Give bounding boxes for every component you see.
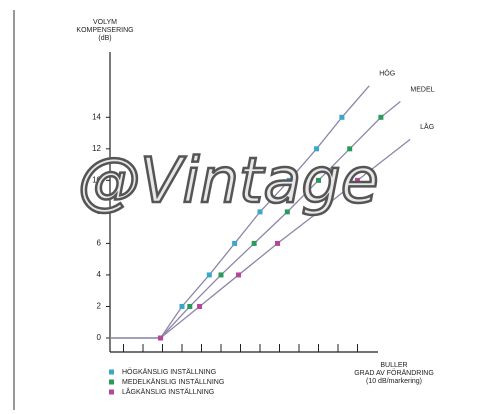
y-axis-label: KOMPENSERING: [76, 27, 133, 34]
y-tick-label: 6: [97, 239, 102, 248]
point: [218, 272, 224, 278]
legend-label: LÅGKÄNSLIG INSTÄLLNING: [122, 387, 214, 396]
x-axis-label: BULLER: [380, 362, 407, 369]
point: [236, 272, 242, 278]
y-tick-label: 0: [97, 333, 102, 342]
point: [206, 272, 212, 278]
y-tick-label: 8: [97, 207, 102, 216]
x-axis-label: (10 dB/markering): [366, 378, 422, 385]
y-tick-label: 4: [97, 270, 102, 279]
y-axis-label: VOLYM: [93, 19, 117, 26]
series-label: LÅG: [420, 122, 434, 131]
point: [355, 177, 360, 183]
series-label: MEDEL: [410, 86, 434, 93]
series-line: [109, 138, 411, 339]
point: [158, 335, 164, 341]
point: [251, 240, 257, 246]
y-axis-label: (dB): [98, 35, 111, 42]
point: [314, 146, 320, 152]
watermark: @Vintage: [78, 144, 379, 217]
point: [284, 209, 290, 215]
y-tick-label: 10: [92, 175, 101, 184]
legend-swatch: [109, 369, 114, 375]
point: [179, 303, 185, 309]
series-line: [109, 101, 401, 339]
point: [339, 114, 345, 120]
y-tick-label: 12: [92, 144, 101, 153]
legend-label: MEDELKÄNSLIG INSTÄLLNING: [122, 378, 224, 386]
y-tick-label: 2: [97, 302, 102, 311]
x-axis-label: GRAD AV FÖRÄNDRING: [354, 369, 434, 377]
point: [316, 209, 321, 215]
point: [347, 146, 353, 152]
series-line: [109, 85, 370, 339]
legend-swatch: [109, 389, 114, 395]
series-label: HÖG: [379, 70, 395, 78]
legend-swatch: [109, 379, 114, 385]
point: [257, 209, 263, 215]
legend-label: HÖGKÄNSLIG INSTÄLLNING: [122, 368, 216, 376]
y-tick-label: 14: [92, 112, 101, 121]
point: [316, 177, 321, 183]
point: [232, 240, 238, 246]
point: [197, 303, 203, 309]
point: [286, 177, 292, 183]
point: [378, 114, 384, 120]
point: [275, 240, 281, 246]
point: [187, 303, 193, 309]
